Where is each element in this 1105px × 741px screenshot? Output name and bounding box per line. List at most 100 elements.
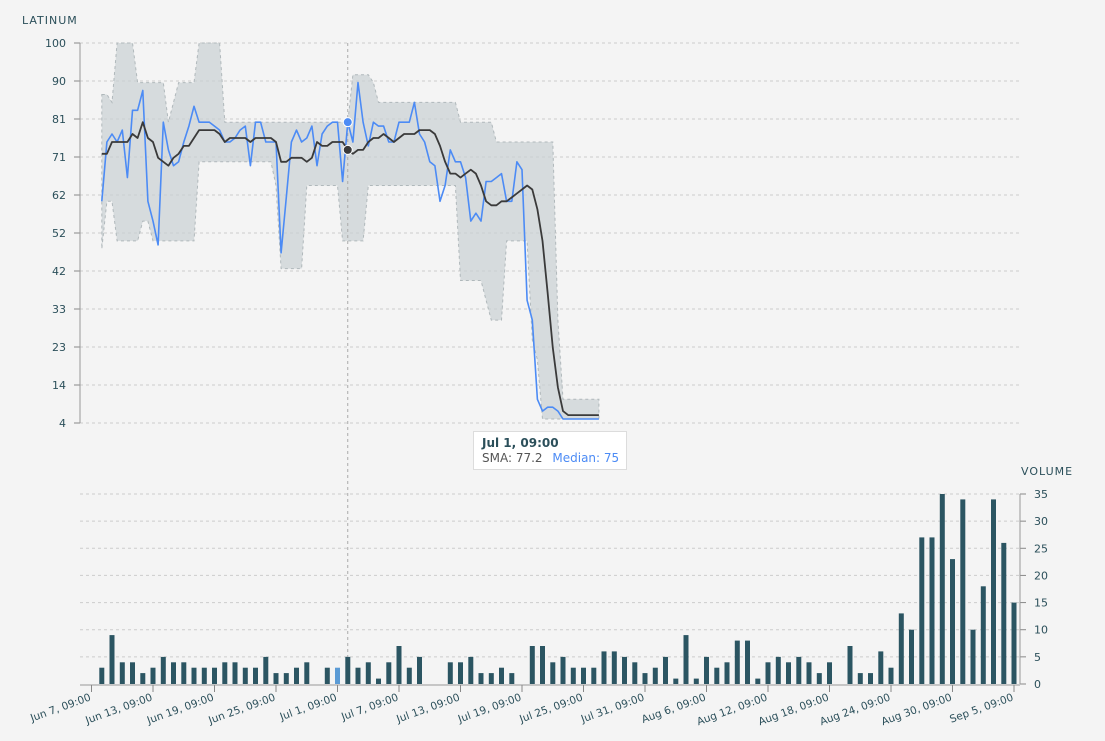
volume-bar — [724, 662, 730, 684]
x-tick-label: Sep 5, 09:00 — [948, 692, 1015, 726]
volume-bar — [878, 651, 884, 684]
volume-bar — [591, 667, 597, 684]
volume-bar — [652, 667, 658, 684]
volume-bar — [909, 629, 914, 684]
volume-bar — [755, 678, 761, 684]
volume-bar — [570, 667, 576, 684]
volume-bar — [232, 662, 238, 684]
volume-bar — [478, 673, 484, 684]
volume-bar — [304, 662, 310, 684]
volume-bar — [950, 559, 955, 684]
volume-bar — [939, 494, 945, 684]
volume-bar — [109, 635, 115, 684]
volume-bar — [191, 667, 197, 684]
volume-y-tick-label: 0 — [1034, 678, 1041, 691]
volume-bar — [888, 667, 894, 684]
volume-bar — [847, 646, 853, 684]
volume-bar — [704, 656, 709, 684]
volume-bar — [898, 613, 904, 684]
volume-bar — [560, 656, 566, 684]
x-tick-label: Jul 13, 09:00 — [394, 692, 461, 726]
volume-bar — [540, 646, 545, 684]
volume-bar — [806, 662, 812, 684]
volume-bar — [355, 667, 361, 684]
volume-bar — [601, 651, 607, 684]
volume-bar — [529, 646, 535, 684]
volume-bar — [786, 662, 791, 684]
volume-bar — [242, 667, 248, 684]
volume-bar — [673, 678, 679, 684]
volume-y-tick-label: 15 — [1034, 597, 1048, 610]
y-tick-label: 52 — [52, 227, 66, 240]
x-tick-label: Aug 30, 09:00 — [880, 692, 954, 729]
y-tick-label: 23 — [52, 341, 66, 354]
volume-bar — [335, 667, 340, 684]
x-tick-label: Jul 31, 09:00 — [579, 692, 646, 726]
tooltip-sma: SMA: 77.2 — [482, 451, 543, 465]
volume-bar — [499, 667, 504, 684]
volume-bar — [622, 656, 627, 684]
median-marker — [342, 117, 353, 128]
tooltip: Jul 1, 09:00 SMA: 77.2 Median: 75 — [473, 431, 627, 470]
volume-bar — [960, 499, 966, 684]
volume-bar — [468, 656, 474, 684]
volume-bar — [663, 656, 668, 684]
volume-bar — [550, 662, 556, 684]
y-tick-label: 81 — [52, 113, 66, 126]
volume-bar — [509, 673, 515, 684]
y-tick-label: 90 — [52, 75, 66, 88]
volume-bar — [283, 673, 289, 684]
volume-bar — [171, 662, 176, 684]
volume-bar — [632, 662, 638, 684]
volume-bar — [119, 662, 125, 684]
volume-bar — [99, 667, 105, 684]
volume-y-tick-label: 5 — [1034, 651, 1041, 664]
volume-y-tick-label: 30 — [1034, 515, 1048, 528]
volume-bar — [642, 673, 648, 684]
volume-bar — [212, 667, 217, 684]
x-tick-label: Jul 7, 09:00 — [339, 692, 400, 724]
y-tick-label: 14 — [52, 379, 66, 392]
volume-bar — [970, 629, 976, 684]
volume-bar — [775, 656, 781, 684]
x-tick-label: Jun 13, 09:00 — [83, 692, 154, 728]
volume-bar — [253, 667, 258, 684]
volume-bar — [294, 667, 299, 684]
median-line — [101, 81, 599, 420]
range-band — [101, 42, 600, 420]
volume-axis-label: VOLUME — [1021, 465, 1073, 478]
tooltip-median: Median: 75 — [552, 451, 620, 465]
volume-bar — [263, 656, 269, 684]
volume-bar — [714, 667, 720, 684]
volume-bar — [857, 673, 863, 684]
y-tick-label: 71 — [52, 151, 66, 164]
volume-bar — [991, 499, 996, 684]
volume-bar — [160, 656, 166, 684]
volume-bar — [827, 662, 832, 684]
volume-bar — [693, 678, 699, 684]
volume-bar — [447, 662, 453, 684]
y-tick-label: 62 — [52, 189, 66, 202]
x-tick-label: Jul 25, 09:00 — [517, 692, 584, 726]
x-tick-label: Jun 7, 09:00 — [28, 692, 93, 725]
volume-bar — [222, 662, 228, 684]
volume-bar — [796, 656, 802, 684]
volume-bar — [1011, 602, 1017, 684]
y-tick-label: 4 — [59, 417, 66, 430]
volume-bar — [130, 662, 135, 684]
volume-bar — [273, 673, 279, 684]
volume-y-tick-label: 25 — [1034, 542, 1048, 555]
volume-bar — [1001, 542, 1007, 684]
volume-bar — [376, 678, 381, 684]
volume-bar — [386, 662, 392, 684]
volume-bar — [150, 667, 156, 684]
volume-bar — [919, 537, 925, 684]
volume-bar — [765, 662, 771, 684]
volume-bar — [734, 640, 740, 684]
volume-bar — [683, 635, 689, 684]
volume-bar — [929, 537, 935, 684]
volume-bar — [140, 673, 146, 684]
x-tick-label: Jul 1, 09:00 — [277, 692, 338, 724]
x-tick-label: Jun 25, 09:00 — [206, 692, 277, 728]
